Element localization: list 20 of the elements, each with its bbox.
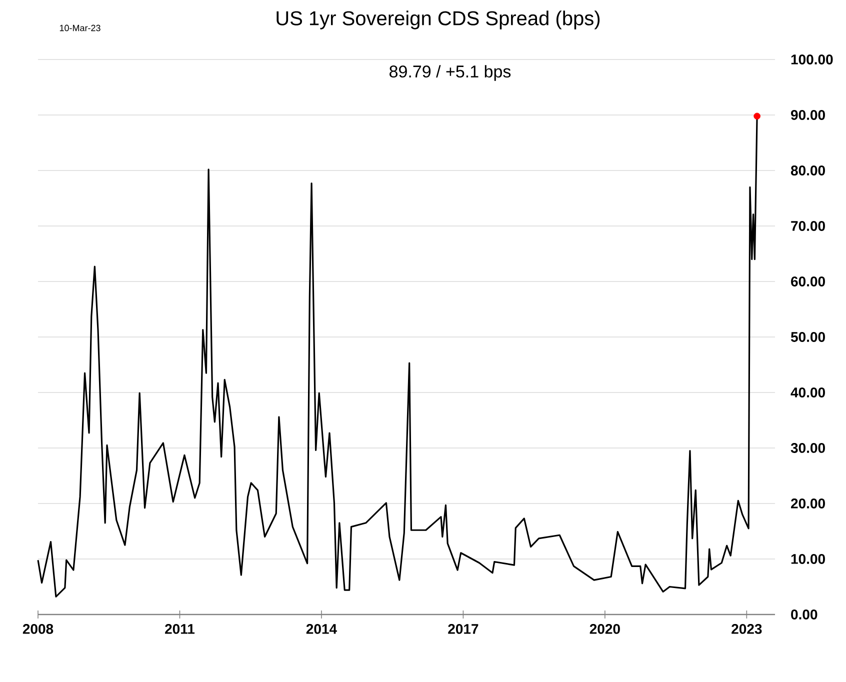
y-tick-label: 60.00 bbox=[791, 276, 825, 286]
y-tick-label: 40.00 bbox=[790, 388, 825, 398]
y-tick-label: 50.00 bbox=[790, 332, 825, 342]
x-tick-label: 2008 bbox=[22, 624, 54, 634]
y-tick-label: 0.00 bbox=[791, 610, 818, 620]
x-tick-label: 2014 bbox=[306, 624, 337, 634]
y-tick-label: 80.00 bbox=[790, 166, 825, 176]
y-tick-label: 10.00 bbox=[791, 554, 825, 564]
x-tick-label: 2017 bbox=[448, 624, 478, 634]
y-tick-label: 100.00 bbox=[791, 54, 833, 64]
y-tick-label: 20.00 bbox=[790, 498, 825, 508]
x-tick-label: 2023 bbox=[732, 624, 762, 634]
y-tick-label: 70.00 bbox=[791, 221, 825, 231]
y-tick-label: 90.00 bbox=[790, 110, 825, 120]
chart-title: US 1yr Sovereign CDS Spread (bps) bbox=[276, 10, 600, 30]
x-tick-label: 2011 bbox=[165, 624, 195, 634]
y-tick-label: 30.00 bbox=[790, 443, 825, 453]
text: 10-Mar-23 bbox=[60, 24, 100, 32]
annotation: 89.79 / +5.1 bps bbox=[390, 65, 511, 81]
x-tick-label: 2020 bbox=[590, 624, 620, 634]
